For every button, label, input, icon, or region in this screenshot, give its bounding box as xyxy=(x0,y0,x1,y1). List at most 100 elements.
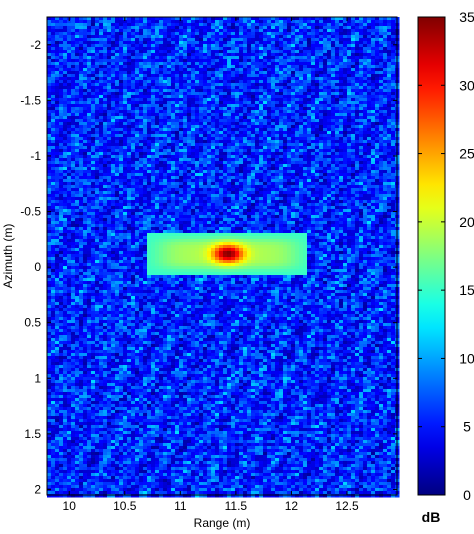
heatmap-cell xyxy=(59,20,64,24)
heatmap-cell xyxy=(351,59,356,63)
heatmap-cell xyxy=(59,119,64,123)
heatmap-cell xyxy=(355,182,360,186)
heatmap-cell xyxy=(339,146,344,150)
heatmap-cell xyxy=(99,125,104,129)
heatmap-cell xyxy=(155,104,160,108)
heatmap-cell xyxy=(207,137,212,141)
heatmap-cell xyxy=(143,122,148,126)
heatmap-cell xyxy=(379,143,384,147)
heatmap-cell xyxy=(83,71,88,75)
heatmap-cell xyxy=(211,179,216,183)
heatmap-cell xyxy=(135,143,140,147)
heatmap-cell xyxy=(303,185,308,189)
heatmap-cell xyxy=(339,26,344,30)
heatmap-cell xyxy=(143,32,148,36)
heatmap-cell xyxy=(211,158,216,162)
heatmap-cell xyxy=(271,80,276,84)
heatmap-cell xyxy=(139,134,144,138)
heatmap-cell xyxy=(83,119,88,123)
heatmap-cell xyxy=(135,80,140,84)
heatmap-cell xyxy=(47,152,52,156)
heatmap-cell xyxy=(83,155,88,159)
heatmap-cell xyxy=(55,17,60,21)
heatmap-cell xyxy=(99,155,104,159)
heatmap-cell xyxy=(355,74,360,78)
heatmap-cell xyxy=(187,125,192,129)
heatmap-cell xyxy=(155,80,160,84)
heatmap-cell xyxy=(171,83,176,87)
heatmap-cell xyxy=(191,53,196,57)
heatmap-cell xyxy=(91,122,96,126)
heatmap-cell xyxy=(107,107,112,111)
heatmap-cell xyxy=(135,113,140,117)
heatmap-cell xyxy=(79,173,84,177)
heatmap-cell xyxy=(111,44,116,48)
heatmap-cell xyxy=(203,80,208,84)
heatmap-cell xyxy=(111,155,116,159)
heatmap-cell xyxy=(331,38,336,42)
heatmap-cell xyxy=(299,32,304,36)
heatmap-cell xyxy=(343,113,348,117)
heatmap-cell xyxy=(63,20,68,24)
heatmap-cell xyxy=(143,26,148,30)
heatmap-cell xyxy=(195,143,200,147)
heatmap-cell xyxy=(199,62,204,66)
heatmap-cell xyxy=(147,74,152,78)
heatmap-cell xyxy=(187,26,192,30)
heatmap-cell xyxy=(339,122,344,126)
heatmap-cell xyxy=(119,23,124,27)
heatmap-cell xyxy=(203,173,208,177)
heatmap-cell xyxy=(235,47,240,51)
heatmap-cell xyxy=(335,74,340,78)
heatmap-cell xyxy=(303,89,308,93)
heatmap-cell xyxy=(211,137,216,141)
heatmap-cell xyxy=(83,65,88,69)
heatmap-cell xyxy=(183,128,188,132)
heatmap-cell xyxy=(163,137,168,141)
heatmap-cell xyxy=(139,68,144,72)
heatmap-cell xyxy=(131,167,136,171)
heatmap-cell xyxy=(47,41,52,45)
heatmap-cell xyxy=(79,80,84,84)
heatmap-cell xyxy=(111,167,116,171)
heatmap-cell xyxy=(315,146,320,150)
heatmap-cell xyxy=(259,50,264,54)
heatmap-cell xyxy=(303,23,308,27)
heatmap-cell xyxy=(375,179,380,183)
heatmap-cell xyxy=(99,80,104,84)
heatmap-cell xyxy=(159,38,164,42)
heatmap-cell xyxy=(271,167,276,171)
heatmap-cell xyxy=(199,122,204,126)
heatmap-cell xyxy=(59,56,64,60)
heatmap-cell xyxy=(363,158,368,162)
heatmap-cell xyxy=(115,53,120,57)
heatmap-cell xyxy=(247,149,252,153)
heatmap-cell xyxy=(291,38,296,42)
heatmap-cell xyxy=(287,179,292,183)
heatmap-cell xyxy=(335,86,340,90)
heatmap-cell xyxy=(371,122,376,126)
heatmap-cell xyxy=(291,170,296,174)
heatmap-cell xyxy=(211,131,216,135)
heatmap-cell xyxy=(319,113,324,117)
heatmap-cell xyxy=(243,50,248,54)
heatmap-cell xyxy=(147,170,152,174)
heatmap-cell xyxy=(155,23,160,27)
heatmap-cell xyxy=(247,134,252,138)
heatmap-cell xyxy=(139,149,144,153)
heatmap-cell xyxy=(103,71,108,75)
heatmap-cell xyxy=(351,95,356,99)
heatmap-cell xyxy=(215,104,220,108)
heatmap-cell xyxy=(235,86,240,90)
heatmap-cell xyxy=(295,74,300,78)
heatmap-cell xyxy=(203,86,208,90)
heatmap-cell xyxy=(51,161,56,165)
heatmap-cell xyxy=(267,122,272,126)
heatmap-cell xyxy=(135,71,140,75)
heatmap-cell xyxy=(295,161,300,165)
heatmap-cell xyxy=(383,104,388,108)
heatmap-cell xyxy=(127,107,132,111)
heatmap-cell xyxy=(127,77,132,81)
heatmap-cell xyxy=(139,23,144,27)
heatmap-cell xyxy=(339,98,344,102)
